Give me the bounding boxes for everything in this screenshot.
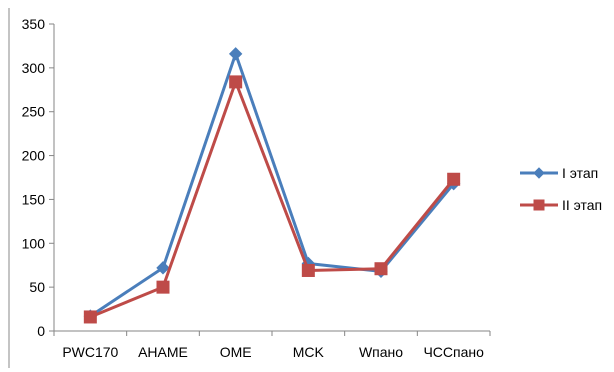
series-1 (83, 47, 461, 323)
legend-label: II этап (562, 197, 602, 213)
data-point (447, 172, 461, 186)
y-tick-label: 50 (29, 279, 45, 295)
series-line (89, 52, 455, 318)
legend-label: I этап (562, 165, 598, 181)
x-tick-label: OME (220, 344, 252, 360)
legend: I этап II этап (520, 165, 602, 213)
series-layer (83, 47, 461, 324)
x-tick-label: ЧССпано (423, 344, 484, 360)
series-line (89, 80, 455, 319)
data-point (374, 262, 388, 276)
legend-marker (533, 199, 545, 211)
data-point (83, 310, 97, 324)
y-tick-label: 350 (22, 16, 46, 32)
y-tick-label: 200 (22, 148, 46, 164)
data-point (156, 261, 170, 275)
x-tick-label: PWC170 (62, 344, 118, 360)
y-tick-label: 150 (22, 191, 46, 207)
data-point (229, 75, 243, 89)
x-tick-label: Wпано (359, 344, 403, 360)
y-axis: 0 50 100 150 200 250 300 350 (22, 16, 55, 339)
x-axis: PWC170 AHAME OME MCK Wпано ЧССпано (53, 330, 491, 360)
x-tick-label: MCK (293, 344, 325, 360)
legend-marker (533, 167, 545, 179)
legend-entry: II этап (520, 197, 602, 213)
data-point (228, 47, 243, 61)
y-tick-label: 100 (22, 235, 46, 251)
y-tick-label: 0 (37, 323, 45, 339)
y-tick-label: 250 (22, 104, 46, 120)
data-point (156, 280, 170, 294)
data-point (301, 263, 315, 277)
legend-entry: I этап (520, 165, 598, 181)
x-tick-label: AHAME (138, 344, 188, 360)
series-2 (83, 75, 461, 324)
y-tick-label: 300 (22, 60, 46, 76)
